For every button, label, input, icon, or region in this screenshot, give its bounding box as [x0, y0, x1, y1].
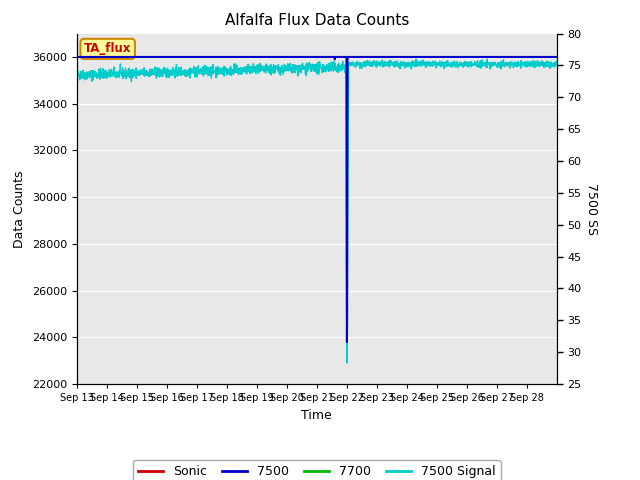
Title: Alfalfa Flux Data Counts: Alfalfa Flux Data Counts [225, 13, 409, 28]
Text: TA_flux: TA_flux [84, 42, 131, 55]
Y-axis label: 7500 SS: 7500 SS [585, 183, 598, 235]
X-axis label: Time: Time [301, 408, 332, 421]
Legend: Sonic, 7500, 7700, 7500 Signal: Sonic, 7500, 7700, 7500 Signal [133, 460, 500, 480]
Y-axis label: Data Counts: Data Counts [13, 170, 26, 248]
